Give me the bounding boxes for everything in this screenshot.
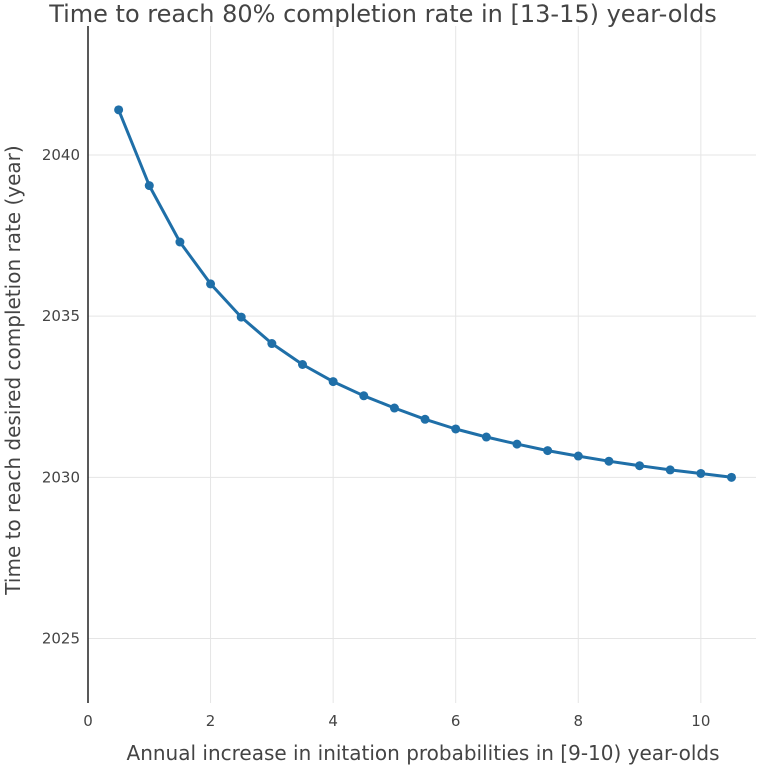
- data-point: [267, 339, 277, 349]
- data-point: [175, 237, 185, 247]
- data-point: [573, 451, 583, 461]
- data-point: [206, 279, 216, 289]
- data-point: [359, 391, 369, 401]
- x-axis-title: Annual increase in initation probabiliti…: [127, 741, 720, 765]
- x-tick-label: 2: [206, 712, 216, 730]
- y-axis-title: Time to reach desired completion rate (y…: [1, 145, 25, 595]
- data-point: [543, 446, 553, 456]
- data-point: [236, 312, 246, 322]
- x-tick-label: 6: [451, 712, 461, 730]
- chart-title: Time to reach 80% completion rate in [13…: [48, 0, 717, 28]
- x-tick-label: 4: [328, 712, 338, 730]
- data-point: [635, 461, 645, 471]
- data-point: [451, 424, 461, 434]
- y-tick-label: 2030: [42, 468, 80, 486]
- data-point: [696, 468, 706, 478]
- data-point: [297, 360, 307, 369]
- data-point: [114, 105, 124, 115]
- y-tick-label: 2040: [42, 146, 80, 164]
- data-point: [481, 432, 491, 442]
- x-tick-label: 10: [691, 712, 710, 730]
- y-tick-label: 2025: [42, 630, 80, 648]
- data-point: [604, 456, 614, 466]
- data-point: [726, 472, 736, 482]
- data-point: [144, 181, 154, 191]
- series-layer: [114, 105, 736, 482]
- grid: [88, 26, 756, 703]
- tick-labels: 0 2 4 6 8 10 2025 2030 2035 2040: [42, 146, 711, 730]
- data-point: [665, 465, 675, 475]
- data-point: [389, 403, 399, 413]
- data-point: [328, 377, 338, 387]
- data-point: [512, 439, 522, 449]
- x-tick-label: 8: [574, 712, 584, 730]
- data-point: [420, 414, 430, 424]
- x-tick-label: 0: [83, 712, 93, 730]
- y-tick-label: 2035: [42, 307, 80, 325]
